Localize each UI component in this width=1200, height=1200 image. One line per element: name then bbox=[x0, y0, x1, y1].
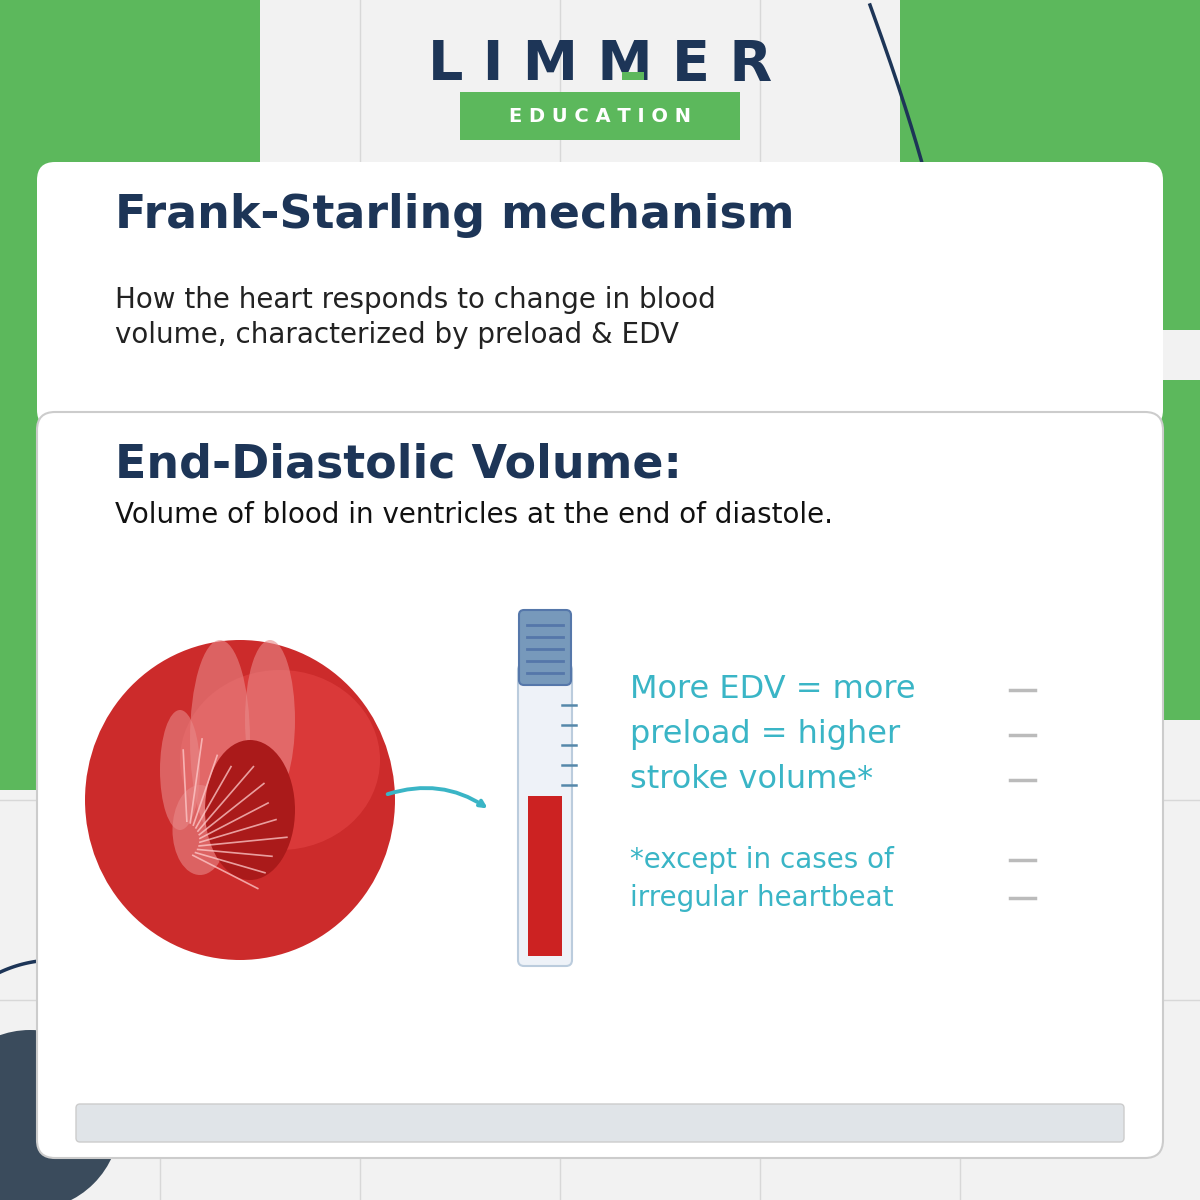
Ellipse shape bbox=[173, 785, 228, 875]
Ellipse shape bbox=[215, 770, 286, 870]
Text: More EDV = more: More EDV = more bbox=[630, 674, 916, 706]
FancyBboxPatch shape bbox=[37, 162, 1163, 428]
Ellipse shape bbox=[205, 740, 295, 880]
FancyBboxPatch shape bbox=[518, 664, 572, 966]
FancyBboxPatch shape bbox=[950, 410, 1200, 720]
FancyBboxPatch shape bbox=[0, 380, 1200, 660]
FancyBboxPatch shape bbox=[37, 412, 1163, 1158]
Text: *except in cases of: *except in cases of bbox=[630, 846, 894, 874]
Text: stroke volume*: stroke volume* bbox=[630, 764, 874, 796]
Text: E D U C A T I O N: E D U C A T I O N bbox=[509, 107, 691, 126]
FancyBboxPatch shape bbox=[520, 610, 571, 685]
Ellipse shape bbox=[180, 670, 380, 850]
FancyBboxPatch shape bbox=[76, 1104, 1124, 1142]
Ellipse shape bbox=[245, 640, 295, 800]
Text: Frank-Starling mechanism: Frank-Starling mechanism bbox=[115, 192, 794, 238]
Text: Volume of blood in ventricles at the end of diastole.: Volume of blood in ventricles at the end… bbox=[115, 502, 833, 529]
FancyBboxPatch shape bbox=[622, 72, 644, 80]
Text: irregular heartbeat: irregular heartbeat bbox=[630, 884, 894, 912]
Text: L I M M E R: L I M M E R bbox=[428, 38, 772, 92]
Ellipse shape bbox=[190, 640, 250, 840]
FancyBboxPatch shape bbox=[460, 92, 740, 140]
Ellipse shape bbox=[160, 710, 200, 830]
FancyBboxPatch shape bbox=[528, 796, 562, 956]
FancyBboxPatch shape bbox=[900, 0, 1200, 330]
FancyBboxPatch shape bbox=[0, 360, 210, 790]
Text: preload = higher: preload = higher bbox=[630, 720, 900, 750]
Ellipse shape bbox=[85, 640, 395, 960]
Text: How the heart responds to change in blood: How the heart responds to change in bloo… bbox=[115, 286, 715, 314]
Text: End-Diastolic Volume:: End-Diastolic Volume: bbox=[115, 443, 682, 487]
Ellipse shape bbox=[0, 1030, 120, 1200]
FancyBboxPatch shape bbox=[0, 0, 260, 440]
Text: volume, characterized by preload & EDV: volume, characterized by preload & EDV bbox=[115, 320, 679, 349]
